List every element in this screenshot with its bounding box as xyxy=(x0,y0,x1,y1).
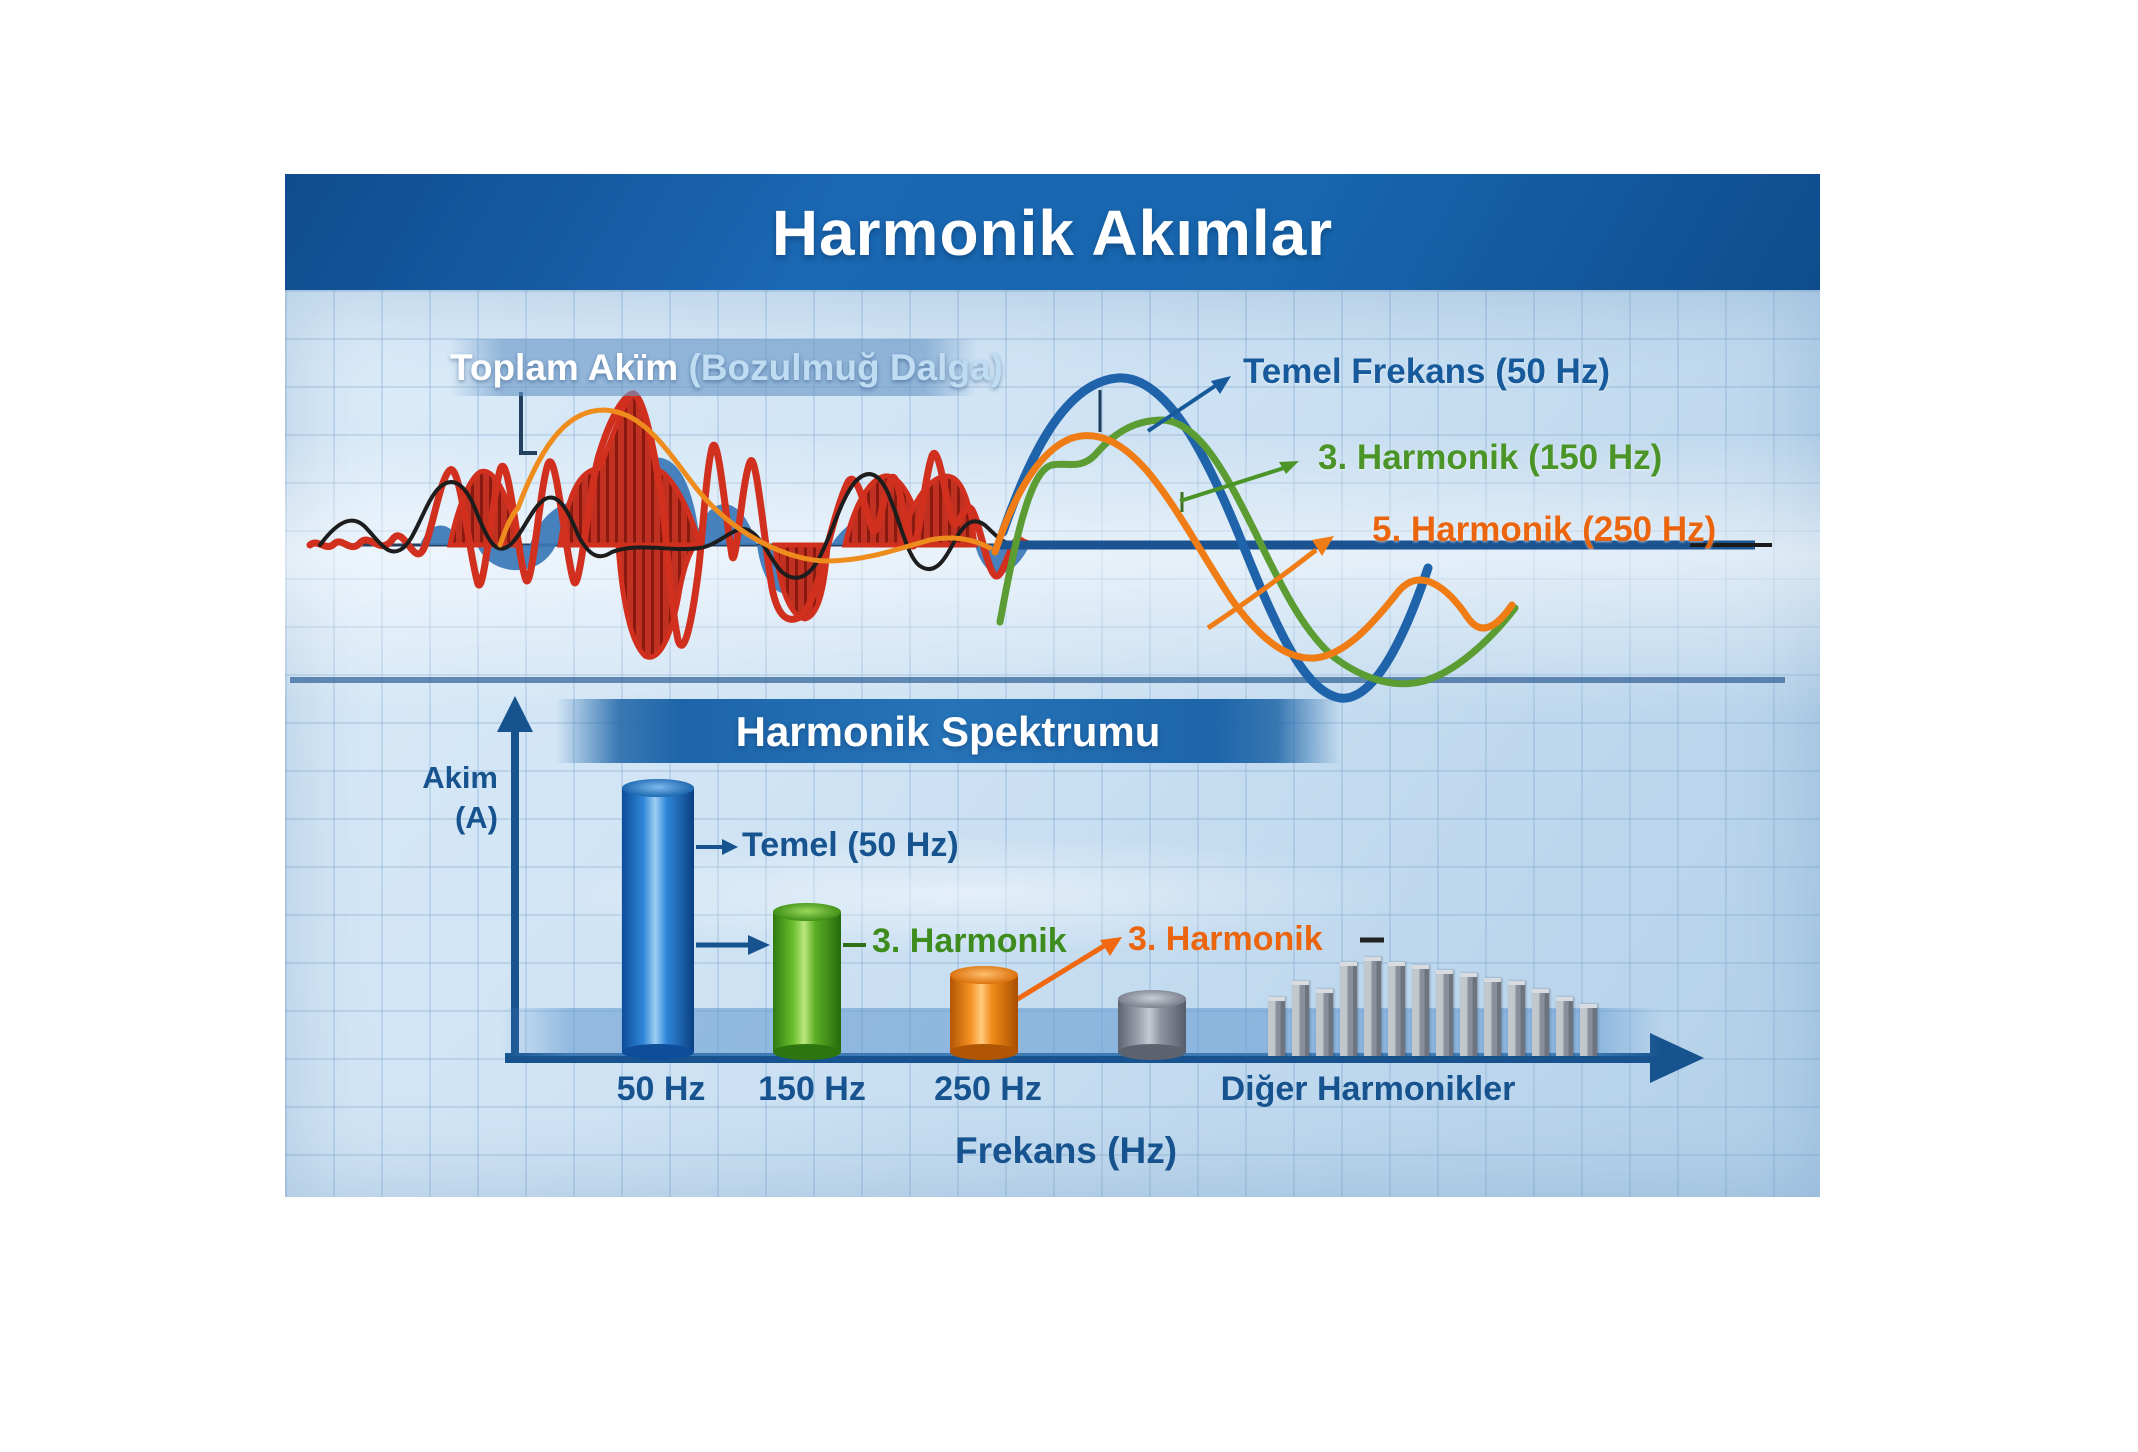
green-bar-annotation: 3. Harmonik xyxy=(872,922,1067,960)
other-harmonic-bar xyxy=(1532,989,1549,1056)
third-harmonic-label: 3. Harmonik (150 Hz) xyxy=(1318,438,1663,477)
temel-annotation-arrowhead xyxy=(722,839,738,855)
orange-annotation-arrow xyxy=(1014,943,1106,1003)
third-harmonic-sine-green xyxy=(996,416,1519,688)
y-axis-label-line1: Akim xyxy=(422,760,498,795)
fifth-harmonic-label: 5. Harmonik (250 Hz) xyxy=(1372,510,1717,549)
y-axis-label: Akim (A) xyxy=(396,758,498,838)
fundamental-frequency-label: Temel Frekans (50 Hz) xyxy=(1243,352,1610,391)
total-current-label: Toplam Akïm (Bozulmuğ Dalga) xyxy=(450,339,1003,396)
spectrum-axes xyxy=(497,696,1704,1122)
other-harmonic-bar xyxy=(1316,989,1333,1056)
other-harmonic-bar xyxy=(1364,957,1381,1056)
other-harmonic-bar xyxy=(1484,978,1501,1056)
page-title: Harmonik Akımlar xyxy=(771,197,1334,269)
total-current-label-main: Toplam Akïm xyxy=(450,347,679,388)
x-axis-arrowhead xyxy=(1650,1033,1704,1083)
x-tick-150hz: 150 Hz xyxy=(758,1070,866,1108)
y-axis-arrowhead xyxy=(497,696,533,732)
orange-annotation-arrowhead xyxy=(1100,937,1122,956)
fifth-harmonic-arrowhead xyxy=(1312,536,1334,556)
fundamental-sine-blue xyxy=(998,373,1433,703)
harmonic-sines xyxy=(991,373,1772,703)
y-axis-label-line2: (A) xyxy=(454,800,498,835)
other-harmonic-bar xyxy=(1460,973,1477,1056)
other-harmonic-bar xyxy=(1340,962,1357,1056)
waveform-graphic xyxy=(290,390,1785,683)
other-harmonic-bar xyxy=(1412,965,1429,1056)
third-harmonic-arrowhead xyxy=(1279,461,1299,474)
total-current-label-paren: (Bozulmuğ Dalga) xyxy=(688,347,1003,388)
x-tick-other-harmonics: Diğer Harmonikler xyxy=(1220,1070,1516,1108)
orange-envelope-line xyxy=(497,407,993,564)
other-harmonic-bar xyxy=(1292,981,1309,1056)
fifth-harmonic-sine-orange xyxy=(991,432,1516,662)
other-harmonic-bar xyxy=(1580,1004,1597,1056)
temel-bar-annotation: Temel (50 Hz) xyxy=(742,826,959,864)
x-axis-label: Frekans (Hz) xyxy=(954,1130,1178,1171)
fundamental-arrow xyxy=(1146,382,1220,433)
title-banner: Harmonik Akımlar xyxy=(285,174,1820,290)
other-harmonic-bar xyxy=(1268,997,1285,1056)
fundamental-arrowhead xyxy=(1211,376,1231,394)
orange-bar-annotation: 3. Harmonik xyxy=(1128,920,1323,958)
spectrum-bar-gray xyxy=(1118,990,1186,1060)
vector-graphics xyxy=(290,373,1785,1122)
other-harmonic-bar xyxy=(1556,997,1573,1056)
label-bracket xyxy=(519,392,537,455)
spectrum-bar-250 Hz xyxy=(950,966,1018,1060)
other-harmonic-bar xyxy=(1508,981,1525,1056)
spectrum-bar-150 Hz xyxy=(773,903,841,1060)
third-harmonic-arrow xyxy=(1179,466,1285,503)
green-bar-arrowhead xyxy=(748,935,770,955)
waveform-highlight-band xyxy=(285,430,1820,710)
x-tick-50hz: 50 Hz xyxy=(616,1070,706,1108)
spectrum-bar-50 Hz xyxy=(622,779,694,1060)
spectrum-heading: Harmonik Spektrumu xyxy=(556,699,1340,763)
x-tick-250hz: 250 Hz xyxy=(934,1070,1042,1108)
other-harmonic-bar xyxy=(1436,970,1453,1056)
fifth-harmonic-arrow xyxy=(1206,548,1318,631)
other-harmonic-bar xyxy=(1388,962,1405,1056)
